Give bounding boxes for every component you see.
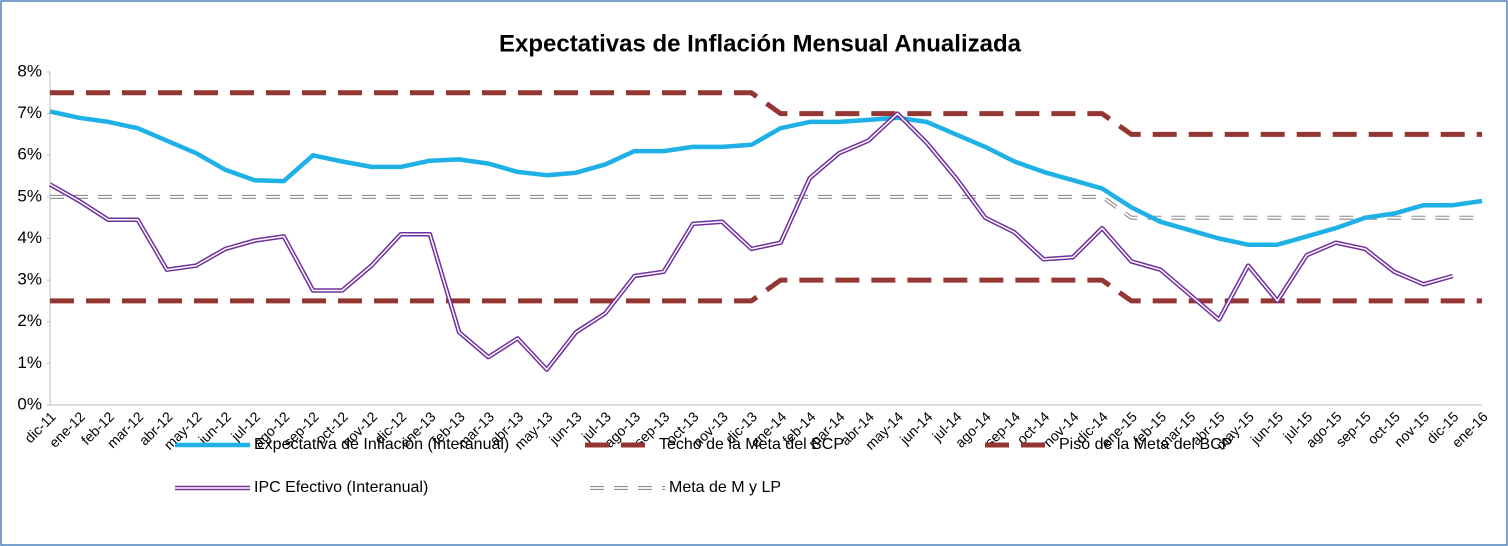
y-tick-label: 3% xyxy=(17,270,42,289)
legend-label: Meta de M y LP xyxy=(669,479,781,496)
series-line-inner xyxy=(49,112,1454,371)
y-tick-label: 8% xyxy=(17,61,42,80)
y-tick-label: 7% xyxy=(17,103,42,122)
legend-label: Expectativa de Inflación (Interanual) xyxy=(254,436,509,453)
y-tick-label: 2% xyxy=(17,311,42,330)
y-tick-label: 6% xyxy=(17,145,42,164)
y-tick-label: 1% xyxy=(17,353,42,372)
series-line xyxy=(49,109,1483,247)
y-tick-label: 5% xyxy=(17,186,42,205)
legend-label: IPC Efectivo (Interanual) xyxy=(254,479,428,496)
chart-title: Expectativas de Inflación Mensual Anuali… xyxy=(499,30,1022,57)
legend-label: Piso de la Meta del BCP xyxy=(1059,436,1232,453)
y-tick-label: 0% xyxy=(17,394,42,413)
y-tick-label: 4% xyxy=(17,228,42,247)
series-line xyxy=(50,90,1482,137)
series-line xyxy=(50,277,1482,304)
legend-label: Techo de la Meta del BCP xyxy=(659,436,844,453)
